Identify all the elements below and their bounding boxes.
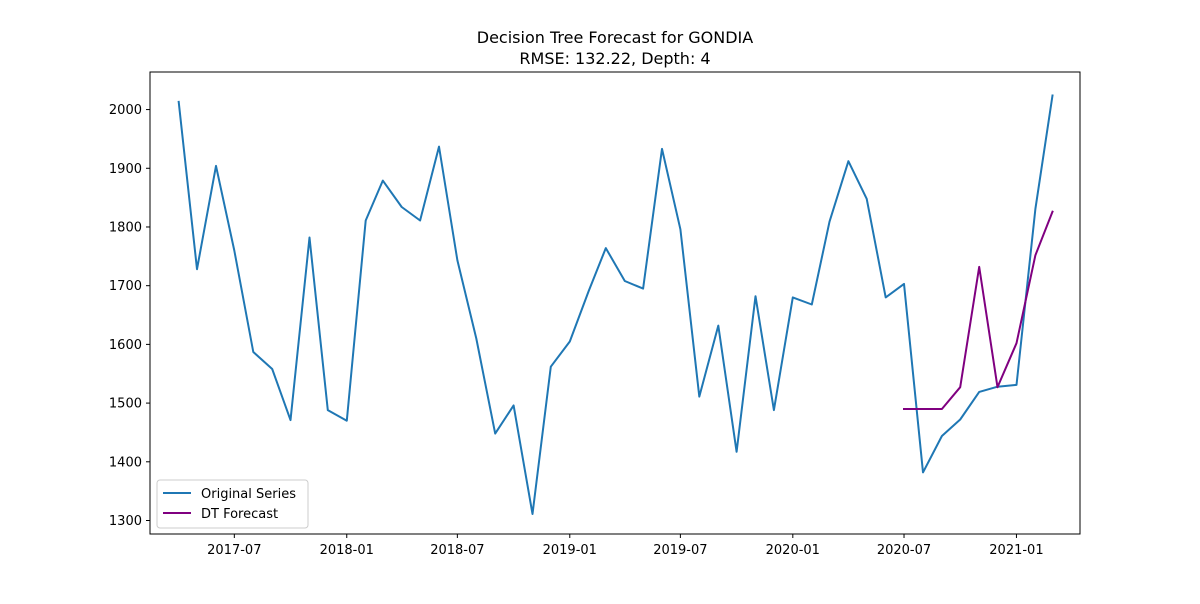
x-tick-label: 2020-07 bbox=[877, 543, 931, 558]
x-tick-label: 2017-07 bbox=[207, 543, 261, 558]
y-tick-label: 1300 bbox=[109, 514, 142, 529]
x-tick-label: 2020-01 bbox=[766, 543, 820, 558]
x-tick-label: 2018-01 bbox=[320, 543, 374, 558]
y-tick-label: 1900 bbox=[109, 162, 142, 177]
x-tick-label: 2019-07 bbox=[653, 543, 707, 558]
chart-subtitle: RMSE: 132.22, Depth: 4 bbox=[519, 49, 710, 68]
x-tick-label: 2021-01 bbox=[989, 543, 1043, 558]
y-tick-label: 1700 bbox=[109, 279, 142, 294]
axis-layer: 1300 1400 1500 1600 1700 1800 1900 2000 2017-07 2… bbox=[109, 103, 1044, 558]
series-line-original-series bbox=[177, 94, 1054, 515]
x-tick-label: 2019-01 bbox=[543, 543, 597, 558]
chart-title: Decision Tree Forecast for GONDIA bbox=[477, 28, 754, 47]
series-line-dt-forecast bbox=[903, 210, 1054, 410]
legend: Original Series DT Forecast bbox=[156, 479, 309, 529]
y-tick-label: 1500 bbox=[109, 397, 142, 412]
legend-label-original-series: Original Series bbox=[201, 487, 296, 502]
legend-box bbox=[156, 479, 309, 529]
y-tick-label: 1800 bbox=[109, 220, 142, 235]
plot-frame bbox=[149, 71, 1081, 535]
x-tick-label: 2018-07 bbox=[430, 543, 484, 558]
y-tick-label: 1400 bbox=[109, 455, 142, 470]
series-layer bbox=[177, 94, 1054, 515]
legend-label-dt-forecast: DT Forecast bbox=[201, 507, 278, 522]
y-tick-label: 2000 bbox=[109, 103, 142, 118]
y-tick-label: 1600 bbox=[109, 338, 142, 353]
